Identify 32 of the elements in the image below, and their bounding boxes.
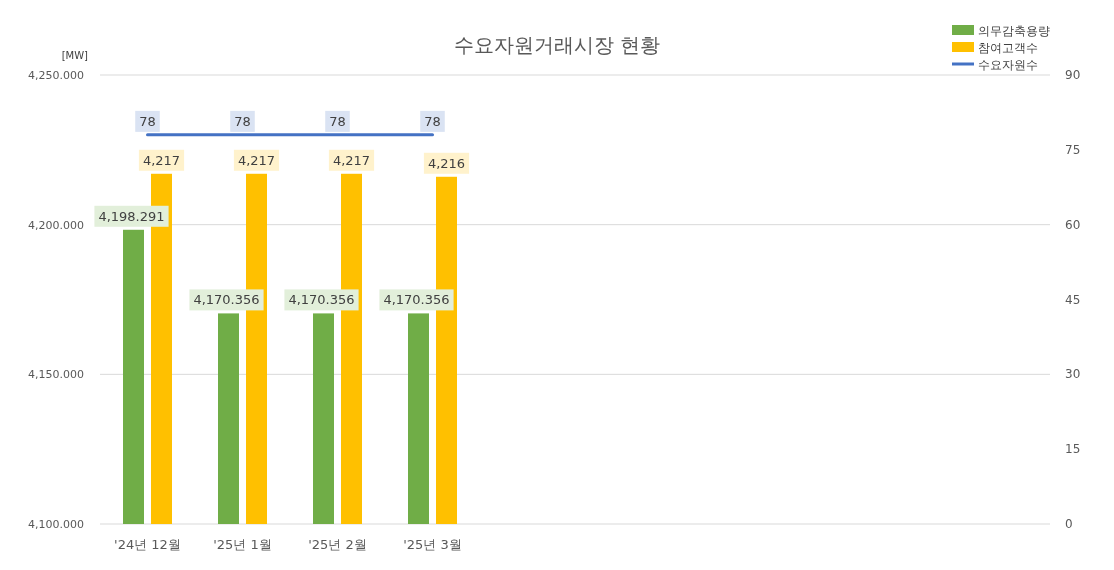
data-label: 78	[139, 113, 156, 129]
y2-tick-label: 45	[1065, 292, 1081, 307]
data-label: 78	[329, 113, 346, 129]
data-label: 4,217	[332, 152, 371, 168]
legend-label: 참여고객수	[978, 41, 1038, 55]
y-tick-label: 4,200.000	[28, 218, 84, 232]
x-tick-label: '25년 1월	[213, 537, 272, 552]
data-label: 78	[234, 113, 251, 129]
data-label: 4,170.356	[383, 292, 450, 308]
y2-tick-label: 0	[1065, 517, 1073, 531]
data-label: 78	[424, 113, 441, 129]
x-tick-label: '25년 2월	[308, 537, 367, 552]
x-tick-label: '24년 12월	[114, 537, 181, 552]
y-tick-label: 4,150.000	[28, 368, 84, 382]
data-label: 4,217	[237, 152, 276, 168]
chart-title: 수요자원거래시장 현황	[453, 33, 661, 57]
y2-tick-label: 90	[1065, 68, 1081, 82]
y2-tick-label: 75	[1065, 142, 1081, 157]
data-label: 4,170.356	[193, 292, 260, 308]
data-label: 4,198.291	[98, 208, 165, 224]
data-label: 4,170.356	[288, 292, 355, 308]
data-label: 4,217	[142, 152, 181, 168]
x-tick-label: '25년 3월	[403, 537, 462, 552]
legend-label: 의무감축용량	[978, 24, 1050, 38]
y-axis-title: [MW]	[61, 50, 89, 61]
legend-label: 수요자원수	[978, 58, 1038, 72]
y-tick-label: 4,250.000	[28, 69, 84, 82]
y-tick-label: 4,100.000	[28, 518, 84, 531]
y2-tick-label: 30	[1065, 367, 1081, 382]
y2-tick-label: 15	[1065, 442, 1081, 457]
y2-tick-label: 60	[1065, 217, 1081, 232]
data-label: 4,216	[427, 155, 466, 171]
